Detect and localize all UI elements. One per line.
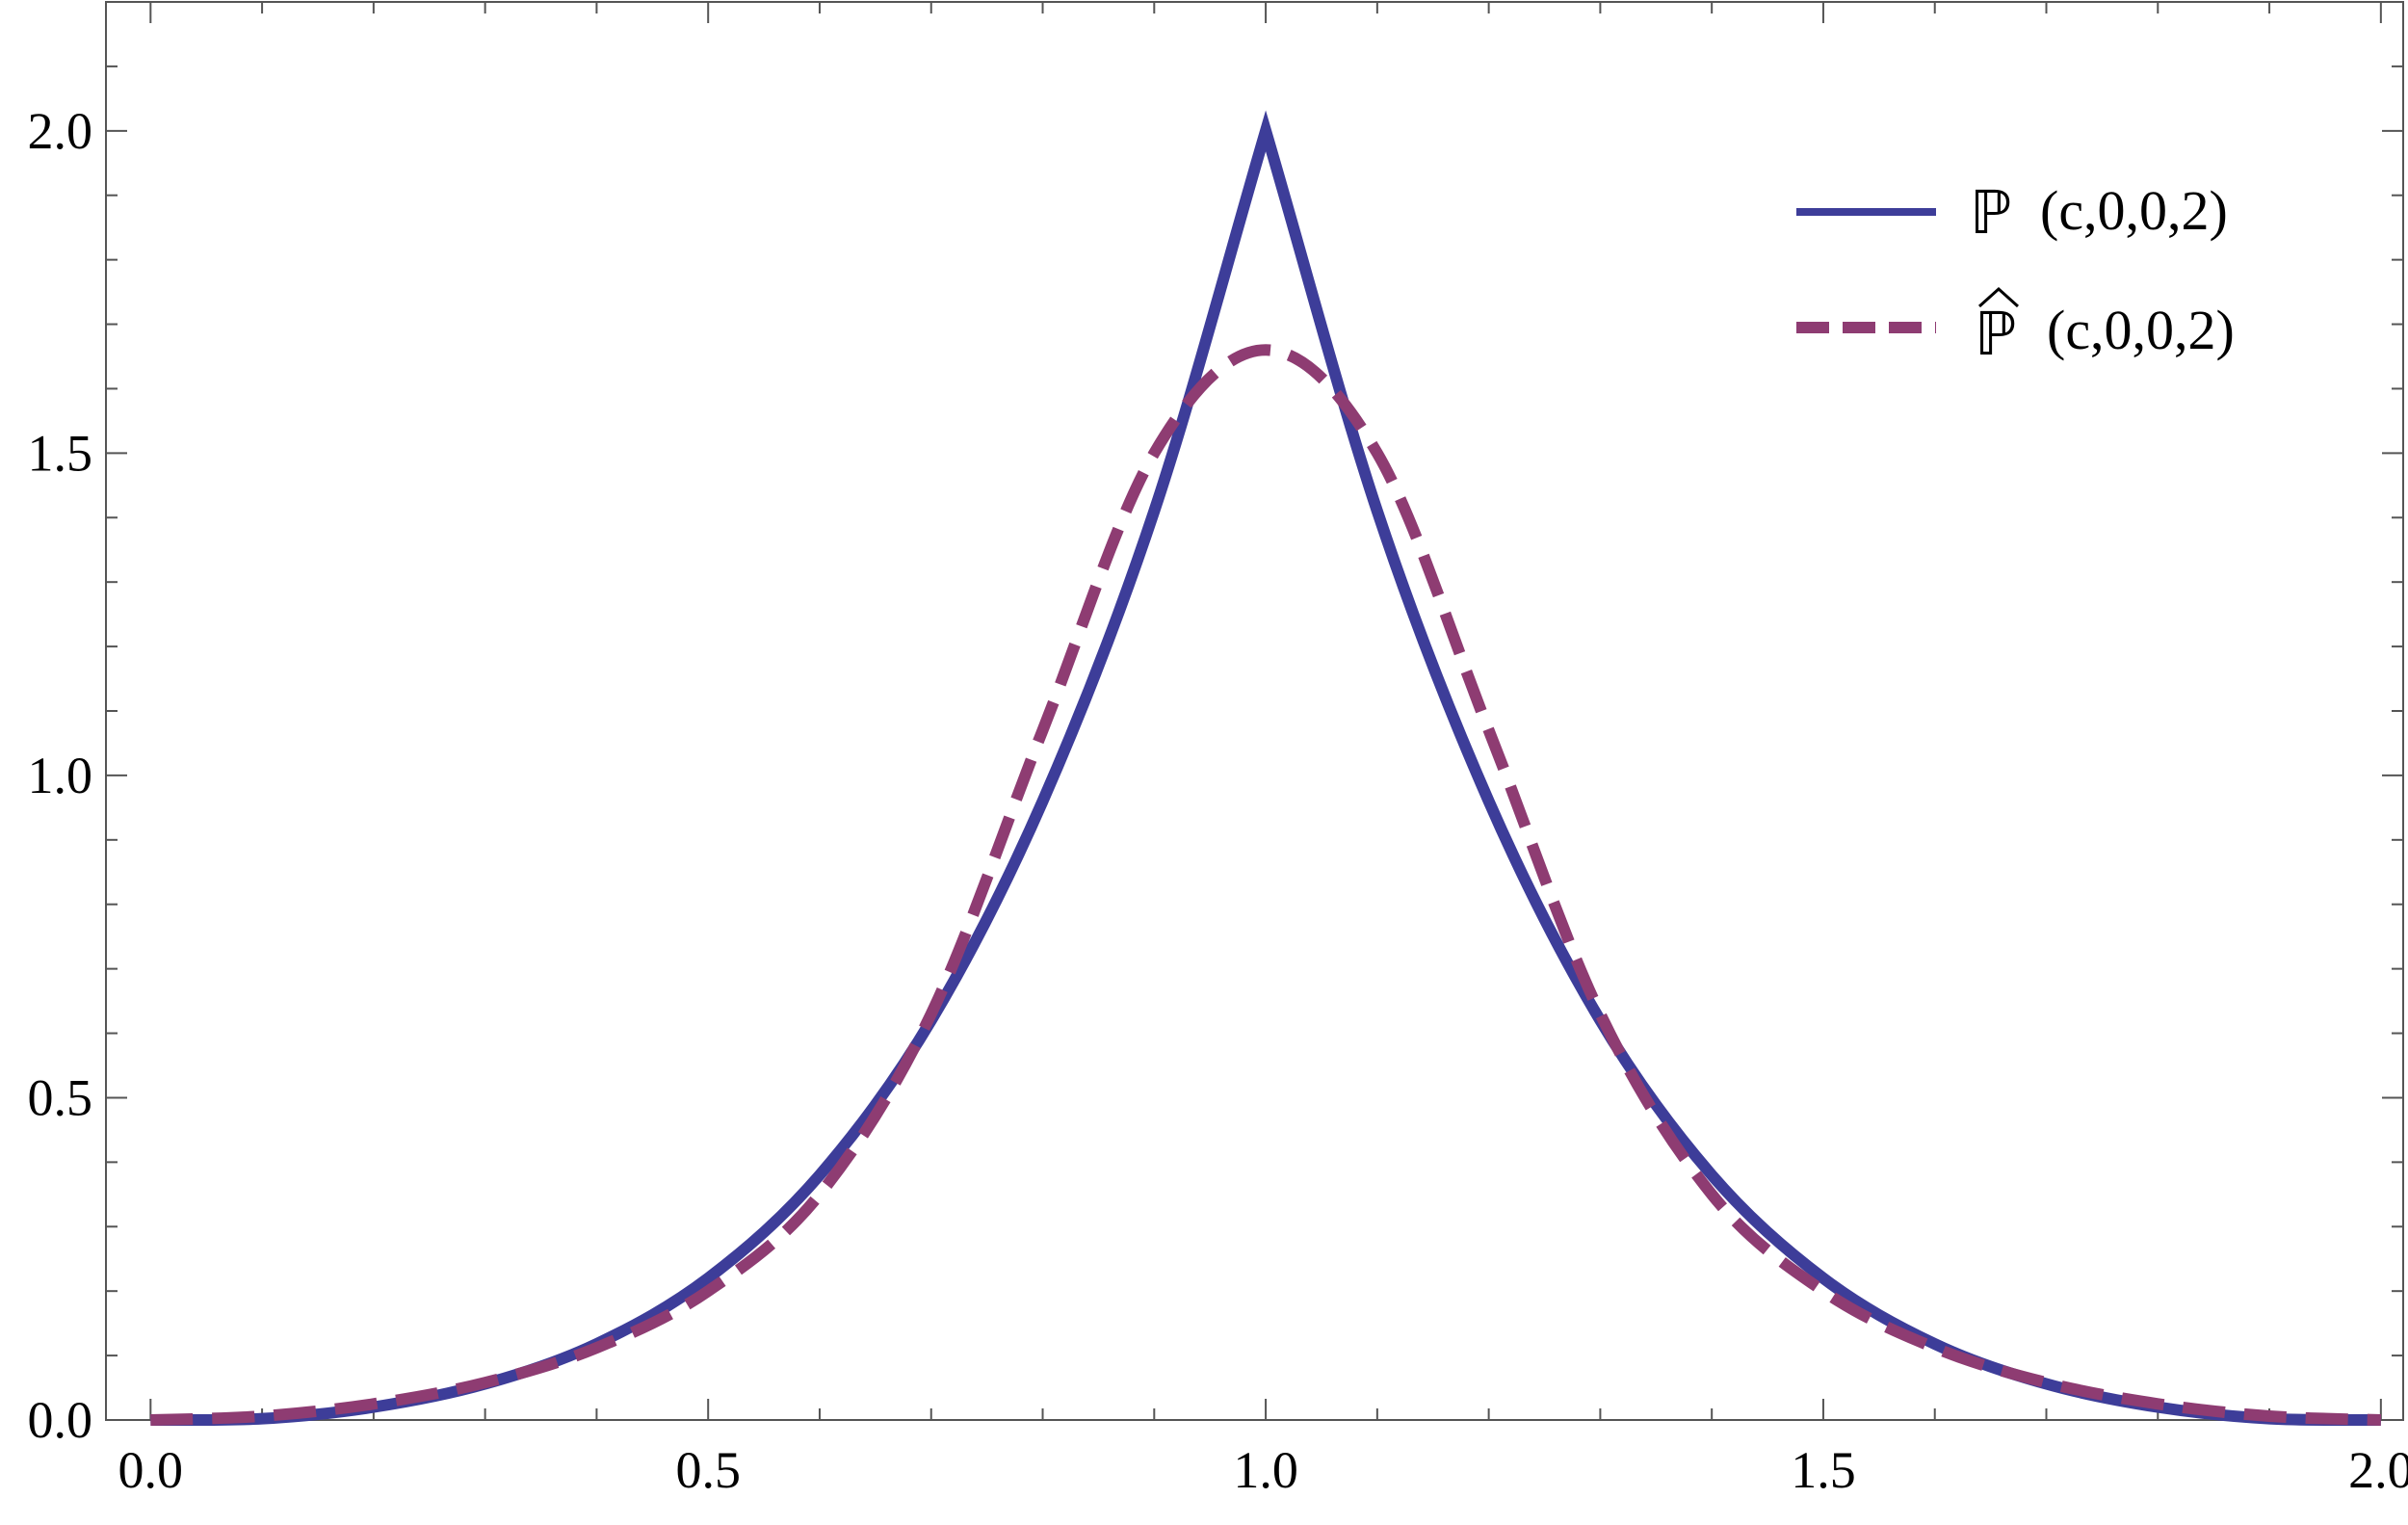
series-lines bbox=[150, 110, 2382, 1427]
legend-symbol-2: ℙ bbox=[1975, 299, 2016, 369]
x-tick-label: 1.0 bbox=[1233, 1441, 1298, 1499]
x-tick-label: 0.0 bbox=[118, 1441, 184, 1499]
y-tick-label: 2.0 bbox=[28, 102, 93, 160]
legend: ℙ (c,0,0,2) ℙ (c,0,0,2) bbox=[1796, 177, 2235, 369]
y-tick-label: 1.5 bbox=[28, 424, 93, 482]
y-tick-label: 0.5 bbox=[28, 1068, 93, 1126]
legend-symbol-1: ℙ bbox=[1970, 177, 2011, 248]
legend-label-1: (c,0,0,2) bbox=[2040, 179, 2228, 242]
axis-ticks bbox=[106, 1, 2403, 1421]
y-tick-label: 1.0 bbox=[28, 747, 93, 804]
x-tick-label: 0.5 bbox=[675, 1441, 741, 1499]
series-line-dashed bbox=[150, 344, 2382, 1426]
y-tick-label: 0.0 bbox=[28, 1391, 93, 1449]
legend-hat-mark bbox=[1977, 286, 2020, 308]
legend-label-2: (c,0,0,2) bbox=[2047, 299, 2235, 361]
x-tick-label: 1.5 bbox=[1791, 1441, 1856, 1499]
axis-tick-labels: 0.0 0.5 1.0 1.5 2.0 0.0 0.5 1.0 1.5 2.0 bbox=[28, 102, 2408, 1499]
x-tick-label: 2.0 bbox=[2348, 1441, 2408, 1499]
